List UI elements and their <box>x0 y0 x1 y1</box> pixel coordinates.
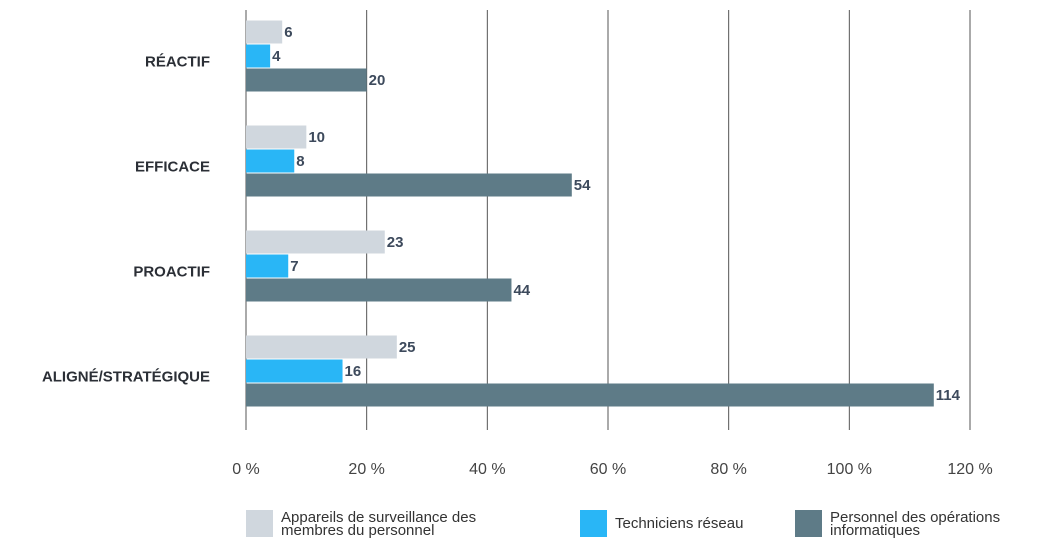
x-tick-label: 60 % <box>590 461 626 478</box>
legend-item: Techniciens réseau <box>580 510 760 537</box>
value-label: 23 <box>387 234 404 251</box>
bar <box>246 173 572 197</box>
value-label: 6 <box>284 24 292 41</box>
value-label: 25 <box>399 339 416 356</box>
value-label: 20 <box>369 72 386 89</box>
bar <box>246 44 271 68</box>
bar <box>246 278 512 302</box>
bar <box>246 149 295 173</box>
x-tick-label: 80 % <box>710 461 746 478</box>
value-label: 8 <box>296 153 304 170</box>
value-label: 54 <box>574 177 591 194</box>
bar <box>246 359 343 383</box>
bar <box>246 20 283 44</box>
value-label: 10 <box>308 129 325 146</box>
legend-label: Personnel des opérations informatiques <box>830 508 1001 539</box>
legend-label: Appareils de surveillance des membres du… <box>281 508 477 539</box>
legend-item: Appareils de surveillance des membres du… <box>246 508 506 539</box>
bar <box>246 335 397 359</box>
bar <box>246 125 307 149</box>
x-tick-label: 100 % <box>827 461 872 478</box>
value-label: 7 <box>290 258 298 275</box>
bar <box>246 254 289 278</box>
bar <box>246 68 367 92</box>
value-label: 4 <box>272 48 281 65</box>
legend-swatch <box>795 510 822 537</box>
x-tick-label: 120 % <box>947 461 992 478</box>
legend-item: Personnel des opérations informatiques <box>795 508 1035 539</box>
category-label: RÉACTIF <box>145 53 210 70</box>
bar <box>246 383 934 407</box>
value-label: 16 <box>345 363 362 380</box>
category-label: PROACTIF <box>133 263 210 280</box>
x-tick-label: 20 % <box>348 461 384 478</box>
chart: 0 % 20 % 40 % 60 % 80 % 100 % 120 % RÉACTIF 64 20… <box>42 10 993 478</box>
x-tick-label: 40 % <box>469 461 505 478</box>
bar <box>246 230 385 254</box>
legend-label: Techniciens réseau <box>615 515 744 532</box>
legend-swatch <box>246 510 273 537</box>
legend-swatch <box>580 510 607 537</box>
category-label: EFFICACE <box>135 158 210 175</box>
category-label: ALIGNÉ/STRATÉGIQUE <box>42 368 210 385</box>
value-label: 114 <box>936 387 961 404</box>
value-label: 44 <box>513 282 530 299</box>
x-tick-label: 0 % <box>232 461 260 478</box>
